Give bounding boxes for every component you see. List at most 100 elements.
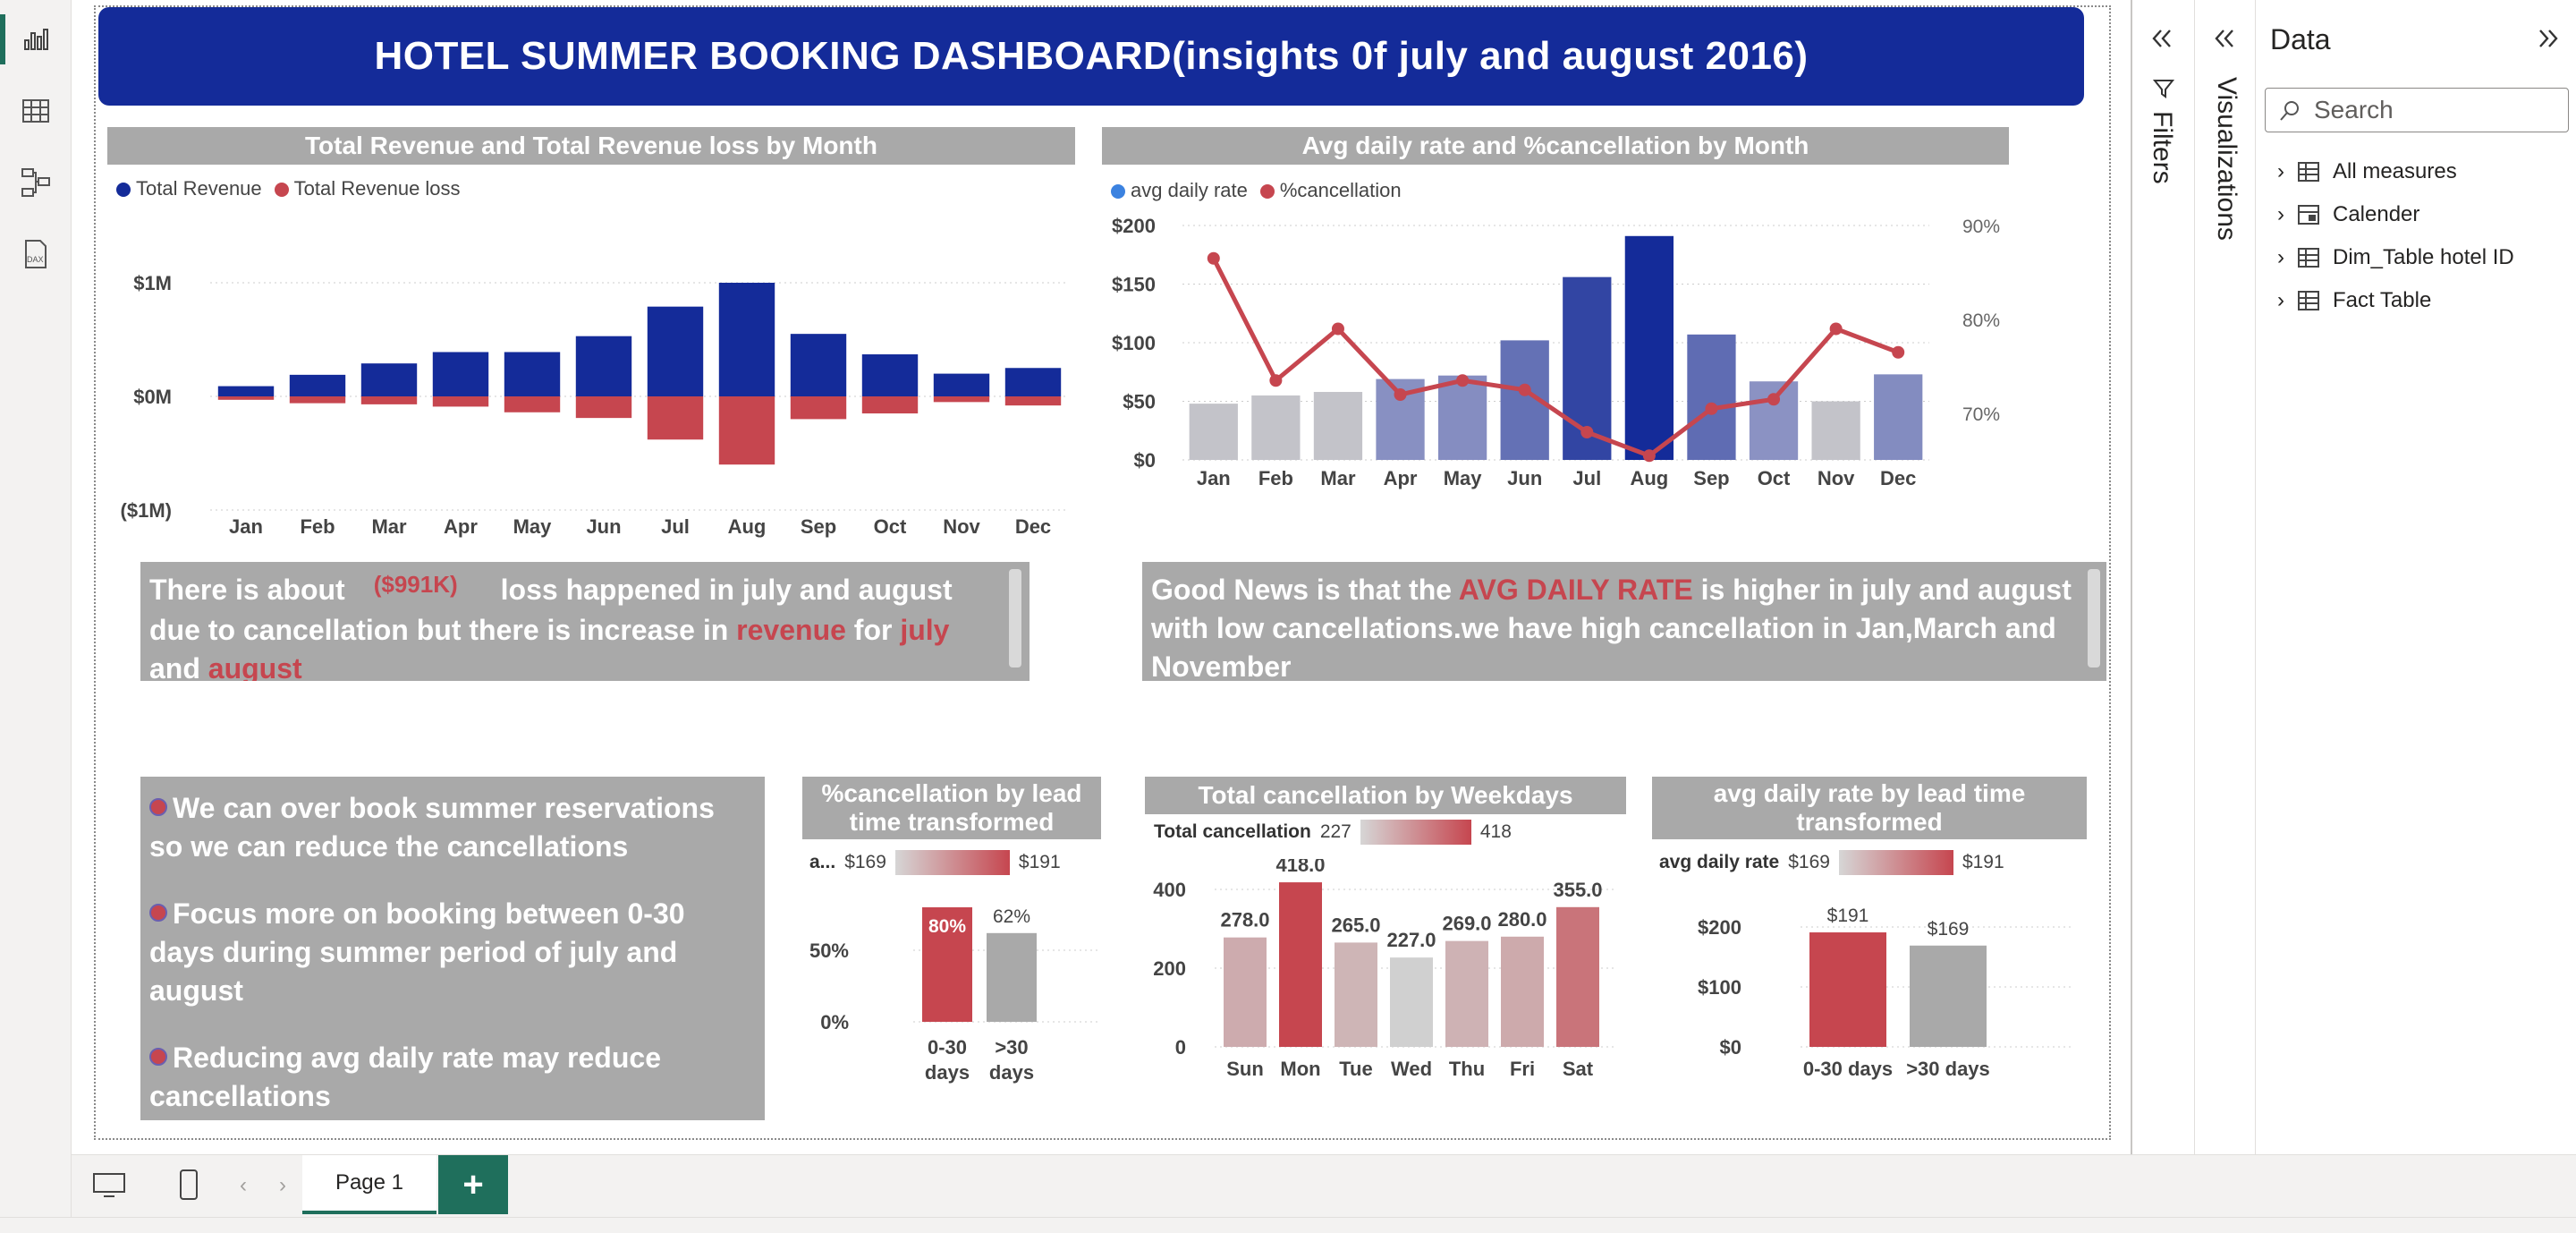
- table-dim-hotel-id[interactable]: › Dim_Table hotel ID: [2277, 245, 2514, 269]
- x-tick-label: Sep: [1693, 467, 1729, 489]
- revenue-loss-bar: [289, 396, 346, 404]
- chevron-right-icon[interactable]: ›: [2277, 288, 2284, 312]
- x-tick-label: Mar: [1320, 467, 1356, 489]
- adr-chart[interactable]: $200 $150 $100 $50 $0 90% 80% 70% Jan Feb Mar Apr Ma…: [1102, 206, 2032, 501]
- weekday-chart[interactable]: 400 200 0 278.0 Sun 418.0 Mon 265.0 Tue 227.0 Wed 2…: [1145, 859, 1628, 1092]
- data-label: 265.0: [1331, 914, 1380, 936]
- bar: [1809, 932, 1886, 1047]
- legend-total-revenue-loss[interactable]: Total Revenue loss: [274, 177, 461, 200]
- table-icon: [2298, 248, 2319, 268]
- desktop-layout-icon[interactable]: [91, 1171, 127, 1200]
- report-view-icon[interactable]: [0, 7, 72, 72]
- legend-cancellation[interactable]: %cancellation: [1259, 179, 1402, 202]
- adr-insight-scrollbar[interactable]: [2088, 569, 2100, 668]
- bar: [1910, 945, 1987, 1047]
- cancellation-line: [1211, 257, 1900, 459]
- x-tick-label: >30: [995, 1036, 1028, 1059]
- cancellation-point: [1642, 449, 1656, 463]
- bar: [922, 907, 972, 1022]
- y-tick-label: $1M: [133, 272, 172, 294]
- y-tick-label: $150: [1112, 274, 1156, 296]
- legend-avg-daily-rate[interactable]: avg daily rate: [1111, 179, 1248, 202]
- mobile-layout-icon[interactable]: [177, 1168, 200, 1202]
- expand-visualizations-icon[interactable]: [2211, 25, 2238, 52]
- status-bar: [0, 1217, 2576, 1233]
- recommendation-1: We can over book summer reservations so …: [149, 792, 715, 863]
- lead-adr-chart[interactable]: $200 $100 $0 $191 0-30 days $169 >30 days: [1652, 886, 2090, 1101]
- bar: [1556, 906, 1599, 1047]
- data-search-input[interactable]: Search: [2265, 88, 2569, 132]
- revenue-bar: [861, 354, 919, 396]
- table-fact-table[interactable]: › Fact Table: [2277, 288, 2432, 312]
- chevron-right-icon[interactable]: ›: [2277, 202, 2284, 226]
- cancellation-point: [1269, 374, 1283, 387]
- revenue-chart-legend: Total Revenue Total Revenue loss: [116, 177, 461, 200]
- svg-text:DAX: DAX: [27, 255, 44, 264]
- table-view-icon[interactable]: [0, 79, 72, 143]
- table-all-measures[interactable]: › All measures: [2277, 159, 2457, 183]
- collapse-data-pane-icon[interactable]: [2535, 25, 2562, 52]
- data-pane-title: Data: [2270, 23, 2331, 55]
- data-label: 278.0: [1220, 909, 1269, 931]
- visualizations-pane-collapsed[interactable]: Visualizations: [2195, 0, 2256, 1154]
- x-tick-label: Sep: [801, 515, 836, 538]
- bullet-icon: [149, 798, 167, 816]
- bar: [987, 932, 1037, 1022]
- prev-page-icon[interactable]: ‹: [240, 1173, 247, 1197]
- lead-adr-chart-title: avg daily rate by lead time transformed: [1652, 777, 2087, 839]
- x-tick-label: Mar: [371, 515, 407, 538]
- avg-daily-rate-bar: [1811, 401, 1860, 460]
- revenue-loss-bar: [360, 396, 418, 404]
- canvas-frame: [94, 5, 2111, 1140]
- data-label: $169: [1928, 919, 1970, 940]
- revenue-bar: [575, 336, 632, 396]
- filters-pane-collapsed[interactable]: Filters: [2132, 0, 2195, 1154]
- revenue-bar: [933, 373, 990, 396]
- adr-chart-legend: avg daily rate %cancellation: [1111, 179, 1402, 202]
- visualizations-label[interactable]: Visualizations: [2212, 77, 2241, 241]
- lead-cancel-legend: a... $169 $191: [809, 850, 1061, 875]
- x-tick-label: days: [925, 1061, 970, 1084]
- revenue-loss-bar: [217, 396, 275, 400]
- x-tick-label: Nov: [1818, 467, 1855, 489]
- revenue-loss-bar: [933, 396, 990, 403]
- filter-icon: [2152, 80, 2175, 98]
- avg-daily-rate-bar: [1313, 392, 1363, 460]
- chevron-right-icon[interactable]: ›: [2277, 245, 2284, 269]
- lead-adr-legend: avg daily rate $169 $191: [1659, 850, 2004, 875]
- data-label: 62%: [993, 906, 1030, 927]
- cancellation-point: [1207, 251, 1220, 265]
- y-tick-label: $0: [1720, 1036, 1741, 1059]
- avg-daily-rate-bar: [1189, 404, 1238, 460]
- revenue-loss-bar: [718, 396, 775, 465]
- insight-scrollbar[interactable]: [1009, 569, 1021, 668]
- next-page-icon[interactable]: ›: [279, 1173, 286, 1197]
- weekday-legend: Total cancellation 227 418: [1154, 820, 1512, 845]
- add-page-button[interactable]: +: [438, 1155, 508, 1214]
- revenue-chart[interactable]: $1M $0M ($1M) Jan Feb Mar Apr May Jun Jul Aug Sep Oc…: [107, 206, 1078, 546]
- dax-query-icon[interactable]: DAX: [0, 222, 72, 286]
- bar: [1390, 957, 1433, 1047]
- tab-page-1[interactable]: Page 1: [302, 1155, 436, 1214]
- collapse-filters-icon[interactable]: [2148, 25, 2175, 52]
- cancellation-point: [1518, 383, 1531, 396]
- model-view-icon[interactable]: [0, 150, 72, 215]
- table-calender[interactable]: › Calender: [2277, 202, 2420, 226]
- x-tick-label: Dec: [1015, 515, 1051, 538]
- x-tick-label: Thu: [1449, 1058, 1485, 1080]
- recommendations-box: We can over book summer reservations so …: [140, 777, 765, 1120]
- x-tick-label: Jul: [661, 515, 690, 538]
- left-rail: DAX: [0, 0, 72, 1217]
- x-tick-label: Feb: [1258, 467, 1293, 489]
- dashboard-title-bar[interactable]: HOTEL SUMMER BOOKING DASHBOARD(insights …: [98, 7, 2084, 106]
- revenue-bar: [504, 352, 561, 396]
- legend-total-revenue[interactable]: Total Revenue: [116, 177, 262, 200]
- filters-label[interactable]: Filters: [2148, 111, 2177, 184]
- chevron-right-icon[interactable]: ›: [2277, 159, 2284, 183]
- x-tick-label: Nov: [943, 515, 980, 538]
- revenue-bar: [647, 306, 704, 396]
- y2-tick-label: 80%: [1962, 310, 2000, 331]
- data-label: 280.0: [1497, 908, 1546, 931]
